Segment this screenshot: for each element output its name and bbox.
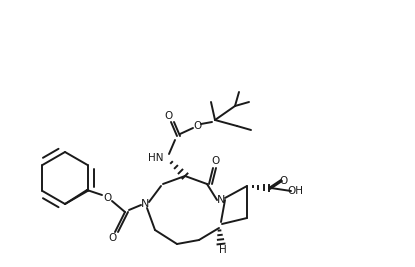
Text: HN: HN bbox=[147, 153, 163, 163]
Text: OH: OH bbox=[287, 186, 303, 196]
Text: N: N bbox=[141, 199, 149, 209]
Text: O: O bbox=[103, 193, 111, 203]
Text: O: O bbox=[193, 121, 201, 131]
Text: O: O bbox=[164, 111, 172, 121]
Text: H: H bbox=[219, 245, 227, 255]
Text: O: O bbox=[279, 176, 287, 186]
Text: N: N bbox=[217, 195, 225, 205]
Text: O: O bbox=[211, 156, 219, 166]
Text: O: O bbox=[108, 233, 116, 243]
